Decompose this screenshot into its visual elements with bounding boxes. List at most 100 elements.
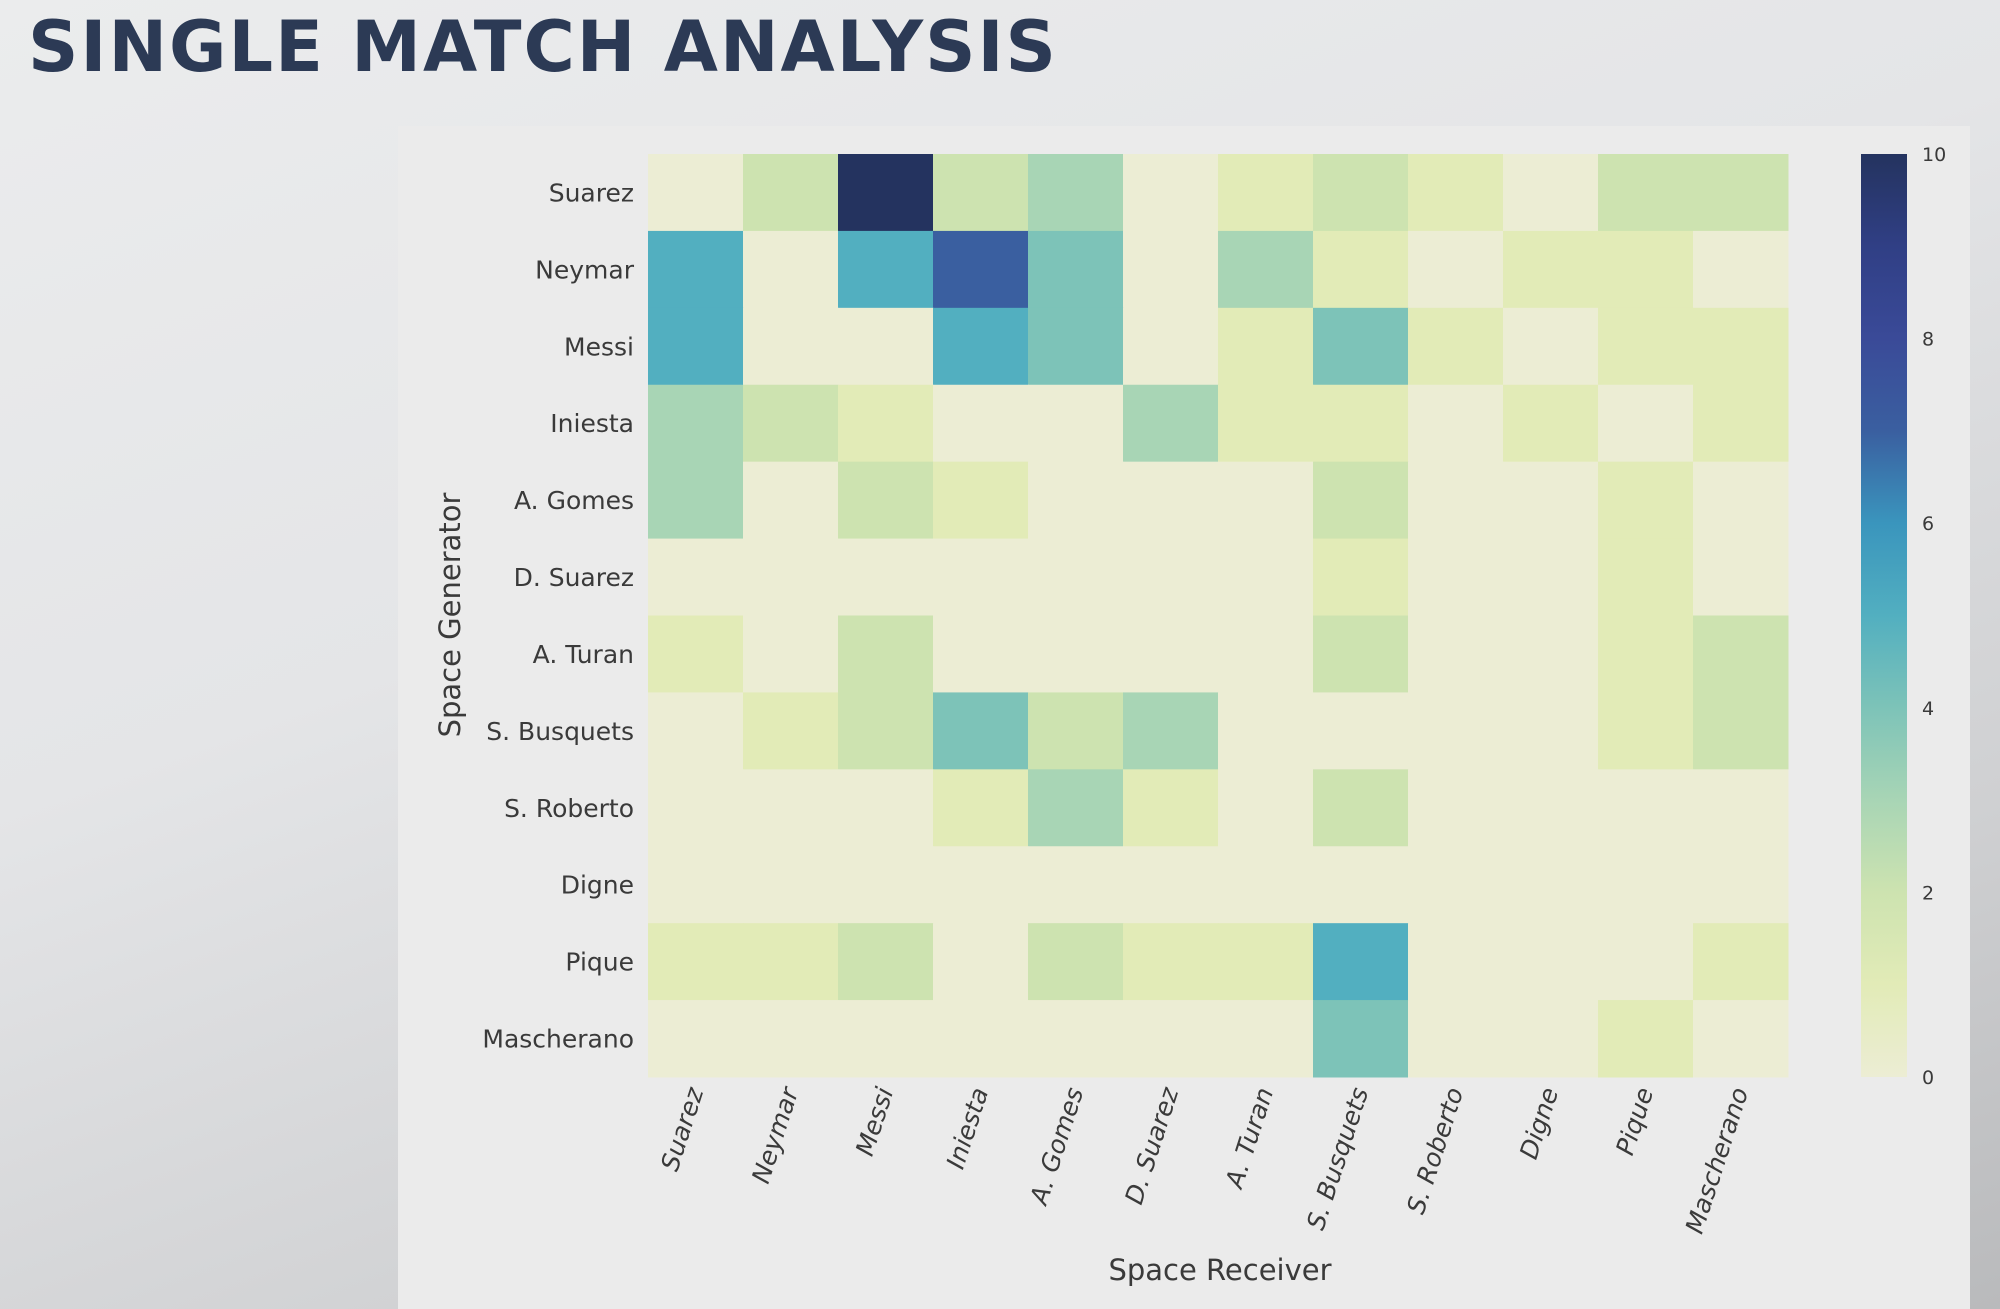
- x-tick-label: Suarez: [655, 1083, 709, 1174]
- heatmap-cell: [1028, 846, 1124, 924]
- colorbar-tick-label: 8: [1922, 329, 1934, 351]
- heatmap-cell: [1693, 846, 1789, 924]
- heatmap-cell: [743, 461, 839, 540]
- heatmap-cell: [648, 769, 744, 847]
- heatmap-cell: [933, 615, 1029, 693]
- heatmap-cell: [933, 154, 1029, 232]
- heatmap-cell: [838, 307, 934, 386]
- heatmap-cell: [1503, 692, 1599, 770]
- heatmap-cell: [1408, 538, 1504, 616]
- x-tick-label: A. Gomes: [1024, 1084, 1090, 1210]
- heatmap-cell: [838, 384, 934, 463]
- y-tick-label: Neymar: [535, 255, 635, 284]
- heatmap-cell: [1408, 692, 1504, 770]
- heatmap-cell: [1598, 538, 1694, 616]
- heatmap-cell: [1028, 692, 1124, 770]
- heatmap-cell: [838, 923, 934, 1001]
- heatmap-cell: [1503, 538, 1599, 616]
- heatmap-cell: [1123, 923, 1219, 1001]
- heatmap-cell: [1598, 230, 1694, 309]
- x-tick-label: Pique: [1610, 1084, 1659, 1159]
- heatmap-cell: [648, 154, 744, 232]
- heatmap-cell: [1598, 769, 1694, 847]
- heatmap-cell: [933, 461, 1029, 540]
- heatmap-cell: [1218, 384, 1314, 463]
- heatmap-cell: [648, 307, 744, 386]
- y-tick-labels: Suarez Neymar Messi Iniesta A. Gomes D. Suare…: [482, 178, 634, 1053]
- heatmap-cell: [1598, 307, 1694, 386]
- heatmap-cell: [1313, 230, 1409, 309]
- x-axis-label: Space Receiver: [1108, 1253, 1331, 1287]
- heatmap-cell: [933, 384, 1029, 463]
- heatmap-cell: [1503, 923, 1599, 1001]
- heatmap-cell: [1408, 154, 1504, 232]
- heatmap-cell: [1028, 384, 1124, 463]
- heatmap-cell: [1218, 538, 1314, 616]
- heatmap-cell: [1123, 230, 1219, 309]
- y-tick-label: S. Roberto: [504, 794, 634, 823]
- heatmap-cell: [1123, 692, 1219, 770]
- heatmap-cell: [648, 538, 744, 616]
- x-tick-label: S. Roberto: [1401, 1084, 1469, 1218]
- heatmap-cell: [933, 692, 1029, 770]
- y-axis-label: Space Generator: [433, 492, 467, 737]
- heatmap-cell: [1123, 538, 1219, 616]
- heatmap-cell: [648, 1000, 744, 1078]
- x-tick-label: Iniesta: [941, 1084, 994, 1173]
- heatmap-cell: [1693, 923, 1789, 1001]
- heatmap-cell: [743, 846, 839, 924]
- heatmap-cell: [1218, 307, 1314, 386]
- y-tick-label: Messi: [564, 332, 634, 361]
- heatmap-cell: [1028, 923, 1124, 1001]
- heatmap-cell: [1313, 615, 1409, 693]
- heatmap-cell: [648, 384, 744, 463]
- y-tick-label: Suarez: [549, 178, 634, 207]
- heatmap-cell: [1313, 769, 1409, 847]
- heatmap-cell: [933, 923, 1029, 1001]
- heatmap-cell: [1693, 384, 1789, 463]
- colorbar-tick-label: 2: [1922, 882, 1934, 904]
- heatmap-cell: [1028, 307, 1124, 386]
- heatmap-cell: [1218, 615, 1314, 693]
- heatmap-cell: [933, 538, 1029, 616]
- colorbar-tick-label: 0: [1922, 1067, 1934, 1089]
- heatmap-cell: [1313, 538, 1409, 616]
- x-tick-label: Digne: [1514, 1084, 1564, 1163]
- heatmap-cell: [838, 615, 934, 693]
- colorbar-tick-label: 4: [1922, 698, 1934, 720]
- heatmap-cell: [1408, 923, 1504, 1001]
- heatmap-cell: [743, 692, 839, 770]
- heatmap-cell: [838, 769, 934, 847]
- heatmap-cell: [1313, 154, 1409, 232]
- heatmap-cell: [1408, 846, 1504, 924]
- heatmap-cell: [838, 1000, 934, 1078]
- y-tick-label: Digne: [561, 871, 634, 900]
- heatmap-cell: [1598, 461, 1694, 540]
- x-tick-label: Messi: [850, 1084, 899, 1160]
- heatmap-cell: [1123, 1000, 1219, 1078]
- x-tick-label: A. Turan: [1219, 1084, 1279, 1193]
- y-tick-label: Mascherano: [482, 1025, 634, 1054]
- colorbar-ticks: 0 2 4 6 8 10: [1922, 144, 1946, 1089]
- heatmap-cell: [1408, 384, 1504, 463]
- heatmap-cell: [933, 230, 1029, 309]
- heatmap-cell: [1218, 1000, 1314, 1078]
- heatmap-cell: [1028, 461, 1124, 540]
- heatmap-cell: [648, 461, 744, 540]
- heatmap-cell: [1313, 384, 1409, 463]
- heatmap-cell: [933, 1000, 1029, 1078]
- heatmap-cell: [1598, 615, 1694, 693]
- heatmap-cell: [933, 846, 1029, 924]
- heatmap-cell: [743, 1000, 839, 1078]
- heatmap-cell: [933, 307, 1029, 386]
- heatmap-cell: [743, 769, 839, 847]
- y-tick-label: Pique: [565, 948, 634, 977]
- heatmap-cell: [1218, 769, 1314, 847]
- heatmap-cell: [743, 923, 839, 1001]
- heatmap-cell: [1028, 769, 1124, 847]
- x-tick-label: S. Busquets: [1301, 1084, 1374, 1233]
- heatmap-cell: [1028, 154, 1124, 232]
- heatmap-cell: [1693, 154, 1789, 232]
- heatmap-cell: [1503, 846, 1599, 924]
